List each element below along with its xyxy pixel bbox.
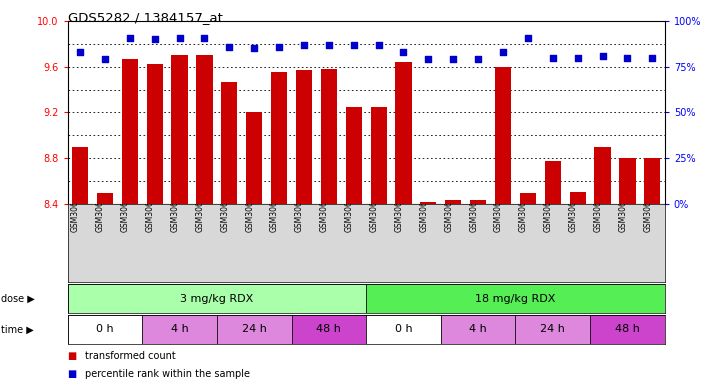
Point	[647, 55, 658, 61]
Text: dose ▶: dose ▶	[1, 293, 34, 304]
Text: percentile rank within the sample: percentile rank within the sample	[85, 369, 250, 379]
Point	[373, 42, 385, 48]
Bar	[68, 284, 366, 313]
Text: 48 h: 48 h	[316, 324, 341, 334]
Text: GSM306959: GSM306959	[171, 186, 180, 232]
Text: GDS5282 / 1384157_at: GDS5282 / 1384157_at	[68, 12, 223, 25]
Text: GSM306957: GSM306957	[146, 186, 155, 232]
Point	[224, 44, 235, 50]
Text: GSM306987: GSM306987	[519, 186, 528, 232]
Point	[448, 56, 459, 63]
Point	[100, 56, 111, 63]
Text: GSM306969: GSM306969	[295, 186, 304, 232]
Bar	[142, 315, 217, 344]
Text: ■: ■	[68, 351, 77, 361]
Bar	[370, 107, 387, 204]
Bar	[366, 284, 665, 313]
Point	[398, 49, 410, 55]
Point	[299, 42, 310, 48]
Text: GSM306971: GSM306971	[320, 186, 329, 232]
Point	[124, 35, 136, 41]
Point	[498, 49, 509, 55]
Text: GSM306989: GSM306989	[544, 186, 553, 232]
Text: transformed count: transformed count	[85, 351, 176, 361]
Bar	[570, 192, 586, 204]
Text: 4 h: 4 h	[469, 324, 487, 334]
Bar	[495, 67, 511, 204]
Bar	[594, 147, 611, 204]
Text: GSM306993: GSM306993	[594, 186, 603, 232]
Text: GSM306953: GSM306953	[96, 186, 105, 232]
Text: GSM306995: GSM306995	[619, 186, 628, 232]
Text: GSM306977: GSM306977	[395, 186, 404, 232]
Point	[473, 56, 484, 63]
Text: 24 h: 24 h	[540, 324, 565, 334]
Bar	[590, 315, 665, 344]
Text: 18 mg/kg RDX: 18 mg/kg RDX	[475, 293, 556, 304]
Text: 48 h: 48 h	[615, 324, 640, 334]
Bar	[196, 55, 213, 204]
Text: GSM306951: GSM306951	[71, 186, 80, 232]
Text: 0 h: 0 h	[395, 324, 412, 334]
Text: GSM306961: GSM306961	[196, 186, 205, 232]
Bar	[545, 161, 561, 204]
Bar	[122, 59, 138, 204]
Text: time ▶: time ▶	[1, 324, 33, 334]
Point	[572, 55, 584, 61]
Text: GSM306997: GSM306997	[643, 186, 653, 232]
Point	[174, 35, 186, 41]
Text: GSM306967: GSM306967	[270, 186, 279, 232]
Bar	[366, 315, 441, 344]
Text: GSM306981: GSM306981	[444, 186, 454, 232]
Text: 4 h: 4 h	[171, 324, 188, 334]
Text: GSM306965: GSM306965	[245, 186, 255, 232]
Point	[149, 36, 161, 43]
Bar	[420, 202, 437, 204]
Bar	[246, 112, 262, 204]
Point	[274, 44, 285, 50]
Text: GSM306955: GSM306955	[121, 186, 130, 232]
Text: GSM306973: GSM306973	[345, 186, 354, 232]
Bar	[271, 73, 287, 204]
Bar	[146, 65, 163, 204]
Point	[75, 49, 86, 55]
Text: 3 mg/kg RDX: 3 mg/kg RDX	[180, 293, 254, 304]
Point	[547, 55, 559, 61]
Point	[522, 35, 533, 41]
Bar	[321, 69, 337, 204]
Bar	[346, 107, 362, 204]
Bar	[217, 315, 292, 344]
Bar	[97, 193, 113, 204]
Bar	[221, 81, 237, 204]
Bar	[619, 158, 636, 204]
Point	[348, 42, 360, 48]
Bar	[72, 147, 88, 204]
Text: GSM306975: GSM306975	[370, 186, 379, 232]
Bar	[296, 70, 312, 204]
Bar	[68, 315, 142, 344]
Point	[324, 42, 335, 48]
Point	[249, 45, 260, 51]
Text: 24 h: 24 h	[242, 324, 267, 334]
Point	[199, 35, 210, 41]
Text: GSM306983: GSM306983	[469, 186, 479, 232]
Bar	[292, 315, 366, 344]
Bar	[395, 62, 412, 204]
Point	[622, 55, 634, 61]
Bar	[441, 315, 515, 344]
Text: 0 h: 0 h	[96, 324, 114, 334]
Text: GSM306991: GSM306991	[569, 186, 578, 232]
Point	[597, 53, 609, 59]
Text: GSM306985: GSM306985	[494, 186, 503, 232]
Text: ■: ■	[68, 369, 77, 379]
Bar	[171, 55, 188, 204]
Bar	[470, 200, 486, 204]
Bar	[445, 200, 461, 204]
Text: GSM306979: GSM306979	[419, 186, 429, 232]
Point	[423, 56, 434, 63]
Text: GSM306963: GSM306963	[220, 186, 230, 232]
Bar	[520, 193, 536, 204]
Bar	[515, 315, 590, 344]
Bar	[644, 158, 661, 204]
